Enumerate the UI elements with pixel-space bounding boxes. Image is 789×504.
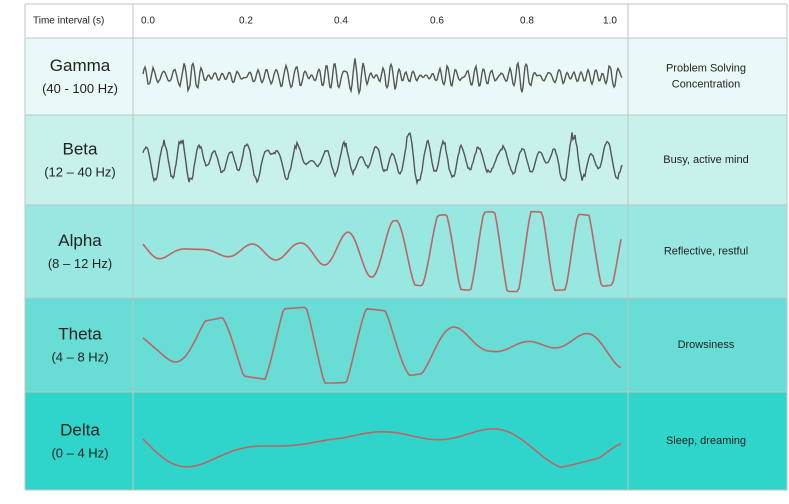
row-background xyxy=(25,115,787,205)
time-tick: 0.8 xyxy=(520,16,534,27)
wave-range: (12 – 40 Hz) xyxy=(44,164,116,179)
wave-trace xyxy=(142,306,622,384)
wave-trace xyxy=(142,58,623,96)
time-tick: 0.6 xyxy=(430,16,444,27)
header-title: Time interval (s) xyxy=(33,16,104,27)
wave-range: (0 – 4 Hz) xyxy=(51,445,108,460)
wave-name: Alpha xyxy=(58,231,102,250)
wave-name: Theta xyxy=(58,324,102,343)
wave-name: Gamma xyxy=(50,56,111,75)
row-background xyxy=(25,298,787,392)
wave-range: (4 – 8 Hz) xyxy=(51,349,108,364)
wave-description: Reflective, restful xyxy=(664,245,748,257)
wave-description: Drowsiness xyxy=(678,339,735,351)
wave-trace xyxy=(142,428,622,469)
header-row xyxy=(25,4,787,38)
wave-name: Beta xyxy=(63,139,99,158)
wave-description: Sleep, dreaming xyxy=(666,435,746,447)
wave-description: Problem Solving xyxy=(666,62,746,74)
time-tick: 0.4 xyxy=(334,16,348,27)
time-tick: 1.0 xyxy=(603,16,617,27)
time-tick: 0.2 xyxy=(239,16,253,27)
wave-name: Delta xyxy=(60,420,100,439)
row-background xyxy=(25,392,787,490)
row-background xyxy=(25,38,787,115)
wave-trace xyxy=(142,210,622,293)
wave-description: Busy, active mind xyxy=(663,154,748,166)
wave-range: (40 - 100 Hz) xyxy=(42,81,118,96)
time-tick: 0.0 xyxy=(141,16,155,27)
wave-range: (8 – 12 Hz) xyxy=(48,256,112,271)
wave-trace xyxy=(142,132,623,186)
wave-description: Concentration xyxy=(672,78,741,90)
